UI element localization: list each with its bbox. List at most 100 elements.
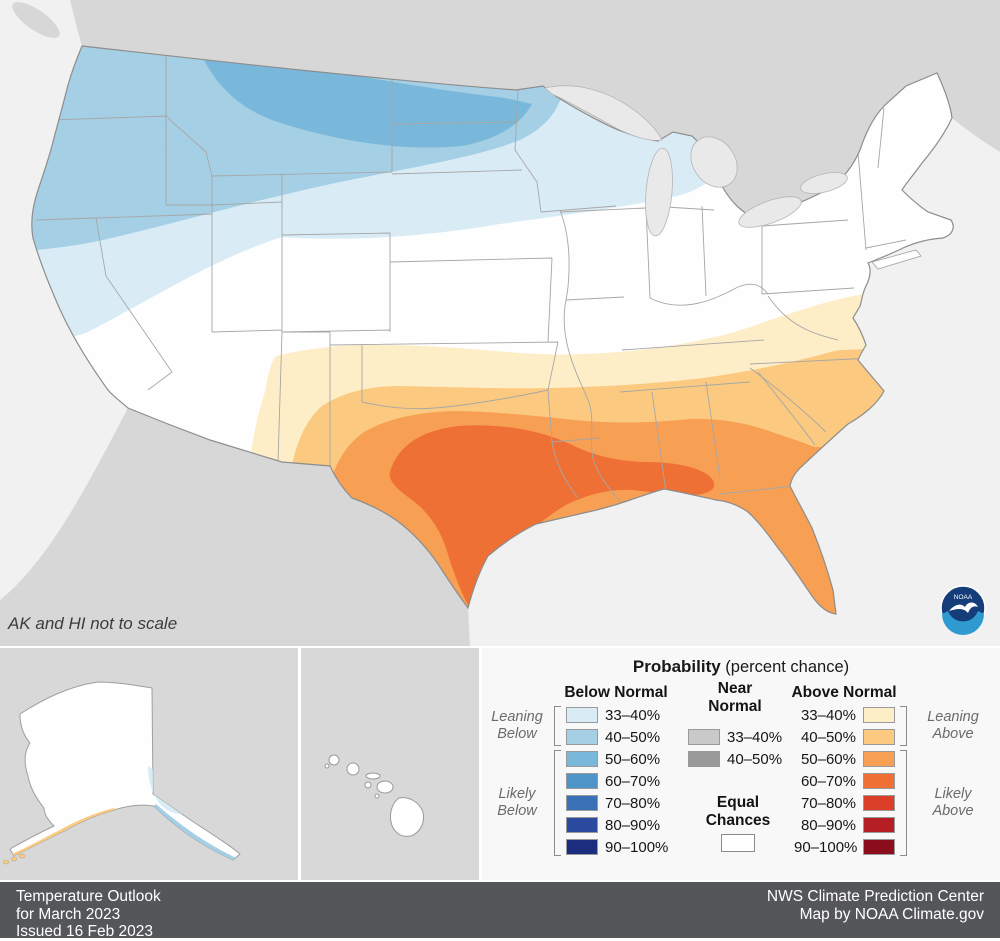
bracket-likely-above (900, 750, 907, 856)
noaa-logo-swoosh (942, 611, 984, 635)
island-oahu (346, 762, 360, 776)
legend-row: 40–50% (794, 726, 895, 748)
vancouver-island (12, 1, 60, 39)
legend-swatch (688, 751, 720, 767)
legend-above-rows: 33–40% 40–50% 50–60% 60–70% 70–80% 80–90% 90–1… (794, 704, 895, 858)
legend-near-rows: 33–40% 40–50% (688, 726, 782, 770)
alaska-map (2, 681, 241, 865)
main-map-area: NOAA AK and HI not to scale (0, 0, 1000, 646)
footer-right: NWS Climate Prediction Center Map by NOA… (767, 888, 984, 938)
footer-credit: Map by NOAA Climate.gov (799, 905, 984, 923)
legend-range-label: 50–60% (605, 750, 661, 768)
island-maui (376, 780, 394, 794)
legend-below-rows: 33–40% 40–50% 50–60% 60–70% 70–80% 80–90% 90–1… (566, 704, 668, 858)
legend-swatch (863, 751, 895, 767)
legend-swatch (863, 729, 895, 745)
legend-label-equal-chances: Equal Chances (705, 794, 771, 829)
legend-label-likely-above: Likely Above (932, 786, 974, 819)
legend-swatch (566, 795, 598, 811)
island-niihau (324, 763, 330, 769)
island-kauai (328, 754, 340, 766)
legend-range-label: 40–50% (605, 728, 661, 746)
footer-left: Temperature Outlook for March 2023 Issue… (16, 888, 161, 940)
footer-bar: Temperature Outlook for March 2023 Issue… (0, 882, 1000, 940)
legend-range-label: 90–100% (794, 838, 858, 856)
island-kahoolawe (374, 793, 380, 799)
lake-erie (738, 196, 802, 228)
region-above-60-70 (389, 425, 715, 607)
lake-ontario (800, 172, 848, 194)
legend-swatch (863, 795, 895, 811)
legend-range-label: 33–40% (605, 706, 661, 724)
legend-range-label: 33–40% (727, 728, 783, 746)
legend-row: 60–70% (566, 770, 668, 792)
island-molokai (365, 772, 381, 780)
legend-swatch (566, 839, 598, 855)
lake-huron (690, 136, 738, 188)
state-borders (35, 46, 907, 503)
legend-label-leaning-below: Leaning Below (491, 709, 543, 742)
scale-note: AK and HI not to scale (8, 614, 178, 633)
hawaiian-islands (324, 754, 424, 837)
footer-title: Temperature Outlook (16, 888, 161, 905)
alaska-landmass (9, 681, 241, 861)
noaa-logo: NOAA (940, 585, 986, 635)
legend-range-label: 60–70% (605, 772, 661, 790)
legend-swatch-equal-chances (721, 834, 755, 852)
alaska-inset-panel (0, 648, 298, 880)
lake-michigan (645, 147, 673, 237)
legend-row: 40–50% (688, 748, 782, 770)
legend-range-label: 70–80% (605, 794, 661, 812)
legend-row: 33–40% (566, 704, 668, 726)
canada-landmass (70, 0, 1000, 221)
footer-period: for March 2023 (16, 905, 121, 923)
legend-range-label: 40–50% (727, 750, 783, 768)
legend-row: 60–70% (794, 770, 895, 792)
legend-swatch (863, 773, 895, 789)
legend-row: 33–40% (794, 704, 895, 726)
legend-title-rest: (percent chance) (720, 658, 850, 676)
hawaii-map (324, 754, 424, 837)
hawaii-inset-panel (301, 648, 479, 880)
legend-range-label: 33–40% (800, 706, 856, 724)
aleutian-islands (2, 853, 26, 865)
legend-swatch (863, 839, 895, 855)
legend-swatch (566, 751, 598, 767)
legend-title: Probability (percent chance) (482, 657, 1000, 677)
legend-row: 40–50% (566, 726, 668, 748)
legend-row: 80–90% (566, 814, 668, 836)
legend-panel: Probability (percent chance) Below Norma… (482, 648, 1000, 880)
legend-swatch (863, 817, 895, 833)
legend-row: 70–80% (566, 792, 668, 814)
alaska-region-below-40-50 (152, 804, 240, 860)
legend-label-likely-below: Likely Below (497, 786, 537, 819)
footer-source: NWS Climate Prediction Center (766, 888, 984, 905)
legend-row: 90–100% (794, 836, 895, 858)
legend-row: 70–80% (794, 792, 895, 814)
legend-row: 90–100% (566, 836, 668, 858)
us-temperature-map: NOAA (0, 0, 1000, 646)
legend-swatch (863, 707, 895, 723)
noaa-logo-text: NOAA (954, 594, 973, 601)
legend-row: 50–60% (566, 748, 668, 770)
legend-swatch (566, 729, 598, 745)
legend-swatch (688, 729, 720, 745)
legend-swatch (566, 773, 598, 789)
great-lakes (544, 85, 848, 237)
island-lanai (364, 781, 372, 789)
legend-header-near: Near Normal (708, 680, 762, 715)
legend-header-below: Below Normal (564, 684, 668, 701)
legend-row: 50–60% (794, 748, 895, 770)
bracket-leaning-below (554, 706, 561, 746)
noaa-seagull-icon (949, 602, 978, 613)
bracket-leaning-above (900, 706, 907, 746)
long-island (871, 249, 922, 270)
legend-range-label: 40–50% (800, 728, 856, 746)
legend-range-label: 80–90% (605, 816, 661, 834)
legend-swatch (566, 817, 598, 833)
legend-row: 80–90% (794, 814, 895, 836)
legend-range-label: 80–90% (800, 816, 856, 834)
legend-label-leaning-above: Leaning Above (927, 709, 979, 742)
legend-header-above: Above Normal (791, 684, 897, 701)
